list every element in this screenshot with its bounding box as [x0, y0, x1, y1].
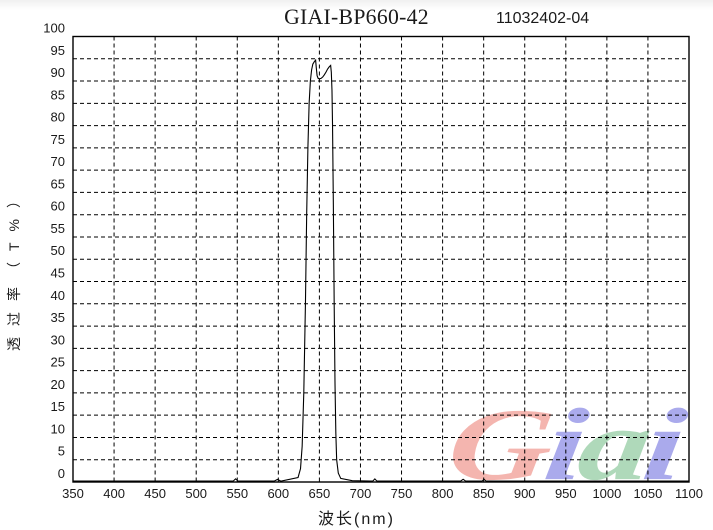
svg-text:500: 500: [185, 486, 207, 501]
svg-text:60: 60: [51, 199, 65, 214]
svg-text:50: 50: [51, 243, 65, 258]
svg-text:70: 70: [51, 154, 65, 169]
svg-text:85: 85: [51, 87, 65, 102]
svg-text:65: 65: [51, 176, 65, 191]
svg-text:450: 450: [144, 486, 166, 501]
svg-text:900: 900: [514, 486, 536, 501]
svg-text:25: 25: [51, 355, 65, 370]
svg-text:75: 75: [51, 132, 65, 147]
svg-text:550: 550: [226, 486, 248, 501]
svg-text:0: 0: [58, 466, 65, 481]
svg-text:1000: 1000: [592, 486, 621, 501]
svg-text:35: 35: [51, 310, 65, 325]
svg-text:700: 700: [350, 486, 372, 501]
svg-text:80: 80: [51, 110, 65, 125]
svg-text:55: 55: [51, 221, 65, 236]
svg-text:1050: 1050: [633, 486, 662, 501]
svg-text:400: 400: [103, 486, 125, 501]
svg-text:15: 15: [51, 399, 65, 414]
svg-text:30: 30: [51, 332, 65, 347]
svg-text:850: 850: [473, 486, 495, 501]
svg-text:1100: 1100: [675, 486, 703, 501]
svg-text:350: 350: [62, 486, 84, 501]
svg-text:950: 950: [555, 486, 577, 501]
svg-text:100: 100: [43, 21, 65, 36]
svg-text:40: 40: [51, 288, 65, 303]
svg-text:800: 800: [432, 486, 454, 501]
svg-text:750: 750: [391, 486, 413, 501]
svg-text:10: 10: [51, 421, 65, 436]
svg-text:600: 600: [267, 486, 289, 501]
svg-text:650: 650: [309, 486, 331, 501]
svg-text:5: 5: [58, 444, 65, 459]
svg-text:95: 95: [51, 43, 65, 58]
svg-text:90: 90: [51, 65, 65, 80]
svg-text:45: 45: [51, 266, 65, 281]
svg-text:20: 20: [51, 377, 65, 392]
